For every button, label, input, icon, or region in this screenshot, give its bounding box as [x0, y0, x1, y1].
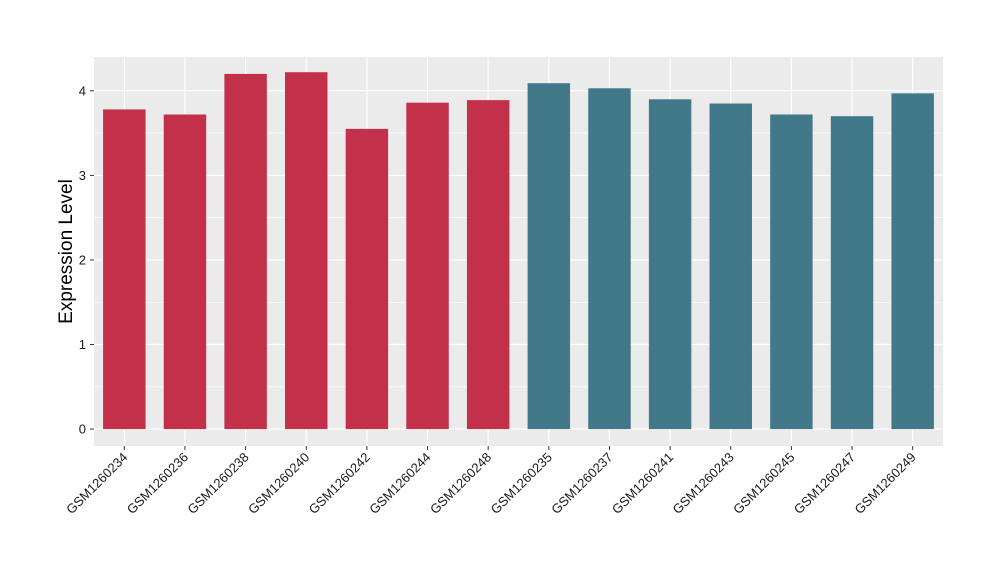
y-tick-label: 4: [79, 83, 86, 98]
y-tick-label: 1: [79, 337, 86, 352]
bar-GSM1260236: [163, 114, 207, 430]
bar-GSM1260244: [406, 102, 449, 430]
bar-GSM1260240: [285, 72, 328, 430]
x-tick-label: GSM1260249: [851, 450, 918, 517]
x-tick-label: GSM1260234: [63, 450, 130, 517]
bar-GSM1260234: [103, 109, 146, 430]
plot-panel: [94, 57, 943, 446]
x-tick-label: GSM1260235: [488, 450, 555, 517]
x-tick-label: GSM1260240: [245, 450, 312, 517]
x-tick-label: GSM1260238: [184, 450, 251, 517]
x-tick-label: GSM1260244: [366, 450, 433, 517]
x-tick-label: GSM1260243: [670, 450, 737, 517]
bars: [103, 72, 934, 430]
x-tick-label: GSM1260242: [306, 450, 373, 517]
x-tick-label: GSM1260237: [548, 450, 615, 517]
bar-GSM1260242: [345, 128, 389, 430]
bar-GSM1260243: [709, 103, 752, 430]
x-tick-label: GSM1260248: [427, 450, 494, 517]
x-tick-label: GSM1260245: [730, 450, 797, 517]
y-tick-label: 2: [79, 252, 86, 267]
y-tick-label: 3: [79, 168, 86, 183]
y-axis-title: Expression Level: [56, 179, 77, 324]
y-tick-label: 0: [79, 422, 86, 437]
x-tick-label: GSM1260241: [609, 450, 676, 517]
bar-GSM1260245: [770, 114, 813, 430]
bar-GSM1260249: [891, 93, 934, 430]
bar-GSM1260237: [588, 88, 631, 430]
bar-GSM1260238: [224, 73, 267, 430]
bar-GSM1260248: [466, 100, 510, 430]
x-tick-label: GSM1260236: [124, 450, 191, 517]
x-tick-label: GSM1260247: [791, 450, 858, 517]
bar-GSM1260241: [648, 99, 692, 430]
bar-GSM1260247: [830, 116, 874, 430]
bar-GSM1260235: [527, 83, 571, 430]
